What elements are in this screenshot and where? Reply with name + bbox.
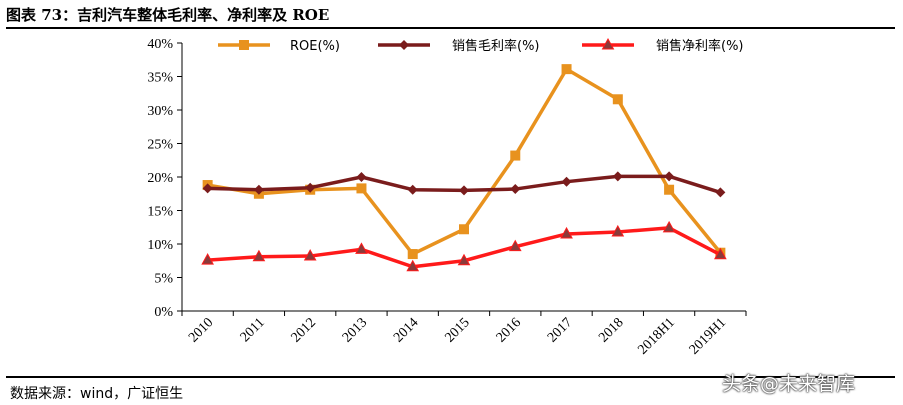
data-point [601, 37, 615, 50]
y-tick-label: 10% [147, 238, 173, 253]
data-point [457, 253, 471, 266]
watermark: 头条@未来智库 [722, 373, 856, 395]
x-tick-label: 2018H1 [635, 315, 678, 358]
data-point [252, 249, 266, 262]
x-tick-label: 2012 [289, 315, 319, 345]
x-tick-label: 2016 [494, 315, 524, 345]
data-point [612, 94, 623, 105]
data-point [459, 224, 469, 235]
data-point [303, 249, 317, 261]
x-tick-label: 2017 [545, 315, 575, 345]
data-point [356, 172, 367, 182]
data-point [664, 171, 675, 182]
legend-label: 销售净利率(%) [656, 38, 744, 54]
data-point [239, 40, 249, 50]
legend-label: ROE(%) [290, 39, 340, 54]
x-tick-label: 2015 [442, 315, 472, 345]
y-tick-label: 35% [147, 71, 173, 86]
legend-label: 销售毛利率(%) [452, 38, 540, 54]
y-tick-label: 25% [147, 138, 173, 153]
data-point [356, 183, 367, 194]
data-point [305, 182, 316, 193]
data-point [201, 253, 214, 265]
source-note: 数据来源：wind，广证恒生 [10, 386, 184, 402]
data-point [510, 184, 521, 195]
title-rule [6, 27, 895, 29]
data-point [560, 226, 573, 239]
data-point [202, 183, 213, 194]
data-point [715, 187, 726, 198]
data-point [510, 150, 521, 161]
data-point [399, 40, 409, 50]
chart-title: 图表 73：吉利汽车整体毛利率、净利率及 ROE [6, 6, 330, 24]
x-tick-label: 2014 [391, 315, 421, 345]
y-tick-label: 0% [154, 305, 173, 320]
line-chart: 0% 5% 10% 15% 20% 25% 30% 35% 40% 2010 2011 2012 201… [147, 37, 747, 358]
x-tick-label: 2018 [596, 315, 626, 345]
data-point [406, 259, 420, 272]
x-tick-label: 2019H1 [687, 315, 730, 358]
data-point [561, 64, 572, 75]
y-tick-label: 40% [147, 37, 173, 52]
data-point [714, 247, 727, 260]
x-tick-label: 2011 [238, 315, 268, 345]
y-tick-label: 15% [147, 205, 173, 220]
y-tick-label: 20% [147, 171, 173, 186]
data-point [662, 220, 676, 233]
data-point [253, 184, 264, 195]
y-tick-label: 30% [147, 104, 173, 119]
x-tick-label: 2013 [340, 315, 370, 345]
data-point [561, 176, 572, 187]
data-point [612, 171, 623, 182]
data-point [407, 249, 418, 260]
data-point [355, 242, 368, 254]
x-tick-label: 2010 [186, 315, 216, 345]
footer-rule [6, 376, 895, 378]
data-point [611, 224, 625, 237]
data-point [508, 239, 522, 252]
y-tick-label: 5% [154, 272, 173, 287]
data-point [459, 185, 469, 196]
data-point [664, 184, 675, 195]
data-point [407, 184, 418, 195]
